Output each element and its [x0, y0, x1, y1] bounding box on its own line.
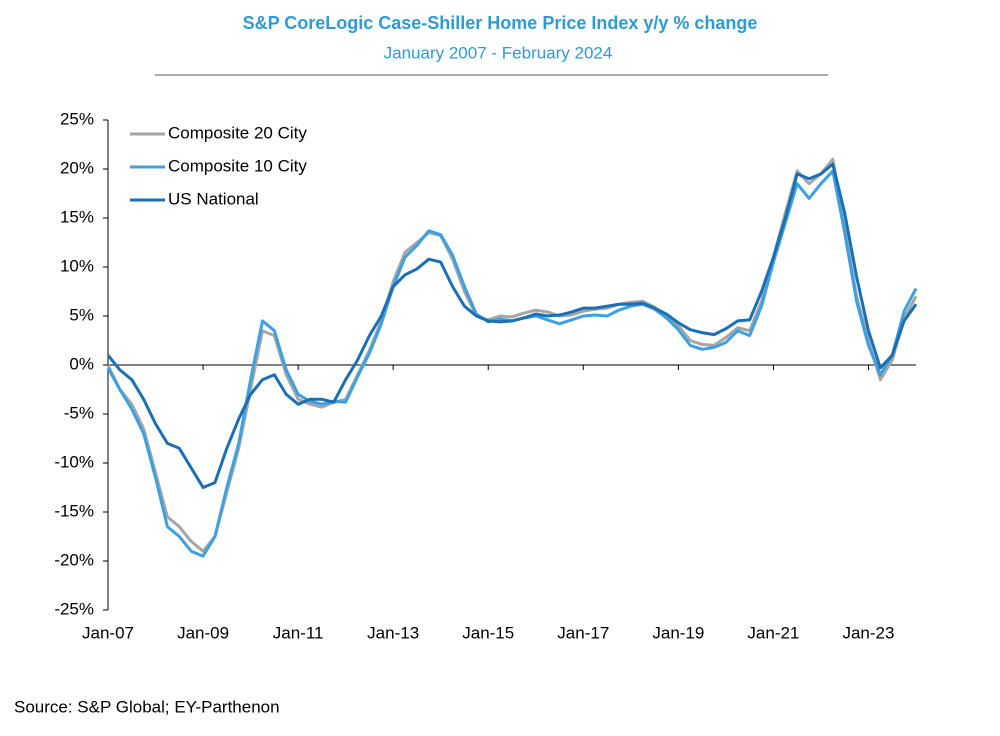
- x-tick-label: Jan-19: [652, 623, 704, 642]
- x-tick-label: Jan-07: [82, 623, 134, 642]
- x-tick-label: Jan-11: [273, 623, 324, 642]
- x-tick-label: Jan-17: [557, 623, 609, 642]
- y-tick-label: 20%: [60, 158, 94, 177]
- x-tick-label: Jan-21: [747, 623, 799, 642]
- chart-title: S&P CoreLogic Case-Shiller Home Price In…: [243, 13, 758, 33]
- series-line: [106, 157, 918, 553]
- legend-label: Composite 10 City: [168, 156, 307, 175]
- series-line: [106, 162, 918, 489]
- chart-subtitle: January 2007 - February 2024: [384, 43, 613, 62]
- y-tick-label: 25%: [60, 109, 94, 128]
- x-tick-label: Jan-09: [177, 623, 229, 642]
- series-line: [106, 169, 918, 558]
- y-tick-label: -10%: [54, 452, 94, 471]
- source-note: Source: S&P Global; EY-Parthenon: [14, 697, 280, 716]
- y-tick-label: -15%: [54, 501, 94, 520]
- x-tick-label: Jan-15: [462, 623, 514, 642]
- x-tick-label: Jan-23: [842, 623, 894, 642]
- y-tick-label: -25%: [54, 599, 94, 618]
- x-tick-label: Jan-13: [367, 623, 419, 642]
- legend-label: Composite 20 City: [168, 123, 307, 142]
- y-tick-label: -5%: [64, 403, 94, 422]
- y-tick-label: 0%: [69, 354, 94, 373]
- y-tick-label: -20%: [54, 550, 94, 569]
- y-tick-label: 10%: [60, 256, 94, 275]
- y-tick-label: 15%: [60, 207, 94, 226]
- legend-label: US National: [168, 189, 259, 208]
- y-tick-label: 5%: [69, 305, 94, 324]
